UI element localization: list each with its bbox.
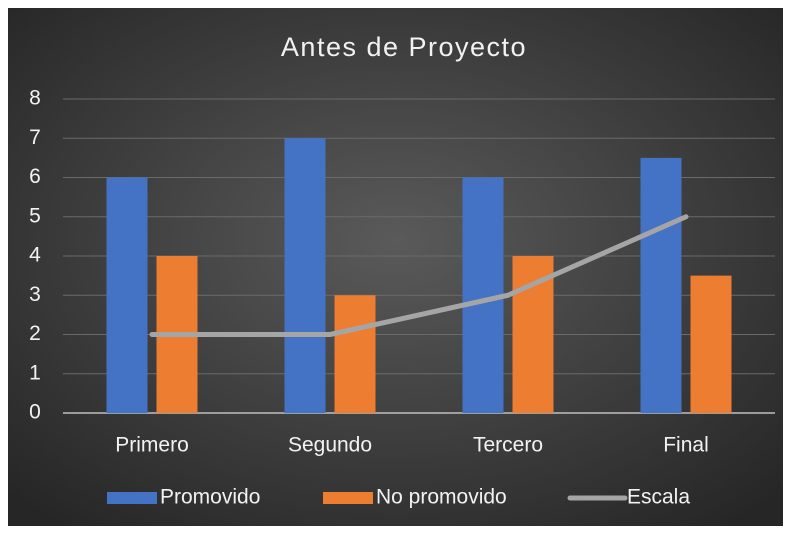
legend-label: No promovido (376, 486, 507, 509)
legend-swatch (107, 492, 157, 504)
y-tick-label: 3 (29, 283, 41, 306)
bar (640, 157, 682, 413)
chart-title: Antes de Proyecto (281, 32, 527, 62)
x-tick-label: Tercero (473, 434, 543, 457)
legend-label: Escala (627, 486, 690, 509)
bar (334, 295, 376, 413)
legend-label: Promovido (160, 486, 260, 509)
y-tick-label: 4 (29, 244, 41, 267)
bar (284, 138, 326, 413)
y-tick-label: 5 (29, 204, 41, 227)
y-tick-label: 0 (29, 401, 41, 424)
y-tick-label: 7 (29, 126, 41, 149)
y-tick-label: 8 (29, 87, 41, 110)
x-tick-label: Primero (115, 434, 189, 457)
bar (690, 275, 732, 413)
line (149, 214, 689, 337)
x-tick-label: Segundo (288, 434, 372, 457)
y-tick-label: 2 (29, 322, 41, 345)
x-tick-label: Final (663, 434, 709, 457)
bar (106, 177, 148, 413)
y-tick-label: 1 (29, 361, 41, 384)
y-tick-label: 6 (29, 165, 41, 188)
legend-swatch (323, 492, 373, 504)
